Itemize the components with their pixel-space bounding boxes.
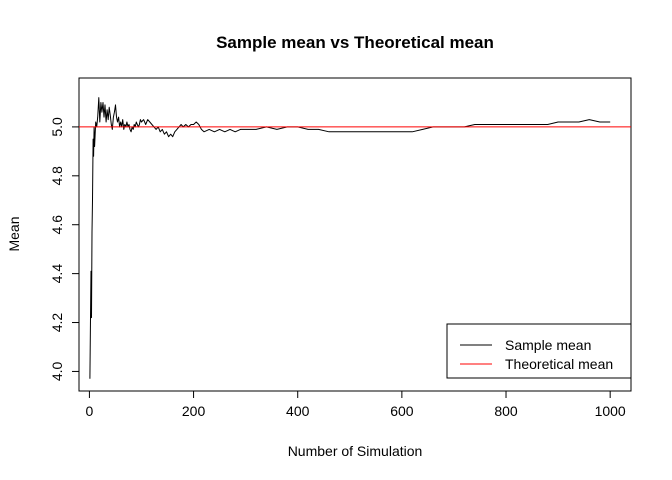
y-axis: 4.0 4.2 4.4 4.6 4.8 5.0 [49,117,80,381]
x-tick-label: 800 [494,403,518,419]
legend-box [446,323,632,379]
legend-label-sample-mean: Sample mean [505,337,591,353]
x-tick-label: 0 [86,403,94,419]
y-tick-label: 4.8 [49,166,65,186]
plot-series [79,97,631,379]
y-tick-label: 4.2 [49,313,65,333]
y-tick-label: 4.4 [49,264,65,284]
legend: Sample mean Theoretical mean [446,323,632,379]
x-axis: 0 200 400 600 800 1000 [86,390,626,419]
y-axis-label: Mean [6,216,22,251]
sample-mean-line [89,97,611,379]
x-tick-label: 400 [286,403,310,419]
x-tick-label: 1000 [595,403,626,419]
chart-title: Sample mean vs Theoretical mean [216,33,494,52]
y-tick-label: 4.6 [49,215,65,235]
x-tick-label: 600 [390,403,414,419]
y-tick-label: 4.0 [49,361,65,381]
x-tick-label: 200 [182,403,206,419]
x-axis-label: Number of Simulation [288,443,423,459]
legend-label-theoretical-mean: Theoretical mean [505,356,613,372]
y-tick-label: 5.0 [49,117,65,137]
